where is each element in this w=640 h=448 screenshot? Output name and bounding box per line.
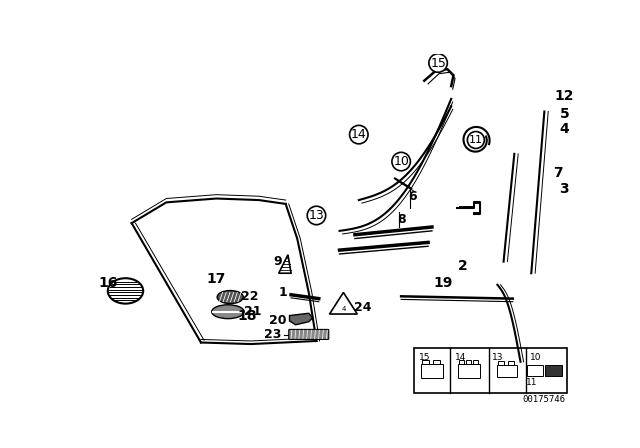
Bar xyxy=(458,364,480,378)
Bar xyxy=(497,365,516,377)
Text: 10: 10 xyxy=(393,155,409,168)
Bar xyxy=(498,361,504,365)
Text: 23: 23 xyxy=(264,328,281,341)
Text: 4: 4 xyxy=(341,306,346,312)
Text: 15: 15 xyxy=(419,353,430,362)
Text: 5: 5 xyxy=(559,107,569,121)
Text: 2: 2 xyxy=(458,258,468,272)
Text: 7: 7 xyxy=(553,166,563,180)
Bar xyxy=(527,365,543,375)
Text: 15: 15 xyxy=(430,56,446,69)
Text: 00175746: 00175746 xyxy=(522,395,565,404)
Text: 4: 4 xyxy=(559,122,569,136)
Bar xyxy=(414,348,566,392)
Text: 21: 21 xyxy=(244,305,261,318)
Text: 14: 14 xyxy=(351,128,367,141)
Text: 9: 9 xyxy=(274,255,282,268)
Bar xyxy=(466,360,471,364)
Bar xyxy=(508,361,515,365)
Circle shape xyxy=(349,125,368,144)
Text: 6: 6 xyxy=(408,190,417,202)
Text: 20: 20 xyxy=(269,314,287,327)
Bar xyxy=(459,360,463,364)
Text: 17: 17 xyxy=(207,271,226,286)
Bar xyxy=(421,364,443,378)
Text: 24: 24 xyxy=(354,302,371,314)
Circle shape xyxy=(307,206,326,225)
Text: 19: 19 xyxy=(434,276,453,290)
Bar xyxy=(473,360,478,364)
FancyBboxPatch shape xyxy=(289,329,329,340)
Bar xyxy=(433,360,440,364)
Text: 11: 11 xyxy=(525,378,537,387)
Text: 11: 11 xyxy=(469,135,483,145)
Text: 3: 3 xyxy=(559,181,569,195)
Circle shape xyxy=(392,152,410,171)
Text: 14: 14 xyxy=(455,353,466,362)
Bar xyxy=(545,365,562,375)
Text: 22: 22 xyxy=(241,290,258,303)
Text: 10: 10 xyxy=(530,353,541,362)
Text: 18: 18 xyxy=(237,309,257,323)
Ellipse shape xyxy=(217,291,243,304)
Text: 1: 1 xyxy=(279,286,288,299)
Ellipse shape xyxy=(212,305,244,319)
Text: 8: 8 xyxy=(397,213,406,226)
Text: 13: 13 xyxy=(308,209,324,222)
Polygon shape xyxy=(289,313,312,325)
Circle shape xyxy=(429,54,447,72)
Text: 13: 13 xyxy=(492,353,503,362)
Text: 16: 16 xyxy=(99,276,118,290)
Circle shape xyxy=(467,132,484,148)
Bar xyxy=(422,360,429,364)
Text: 12: 12 xyxy=(555,89,574,103)
